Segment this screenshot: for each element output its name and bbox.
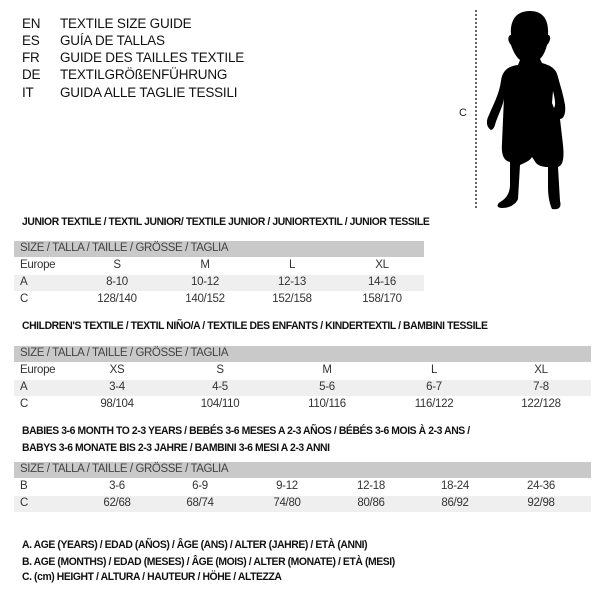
- table-cell: XL: [375, 259, 389, 271]
- lang-code: EN: [22, 16, 41, 31]
- table-header-label: SIZE / TALLA / TAILLE / GRÖSSE / TAGLIA: [20, 463, 229, 475]
- size-table: SIZE / TALLA / TAILLE / GRÖSSE / TAGLIA B…: [14, 462, 591, 512]
- height-measure-label: C: [459, 107, 467, 119]
- table-row: Europe XS S M L XL: [14, 363, 591, 379]
- lang-title: GUIDA ALLE TAGLIE TESSILI: [60, 85, 238, 100]
- size-table: SIZE / TALLA / TAILLE / GRÖSSE / TAGLIA E…: [14, 346, 591, 413]
- table-header-label: SIZE / TALLA / TAILLE / GRÖSSE / TAGLIA: [20, 347, 229, 359]
- table-cell: 128/140: [97, 293, 137, 305]
- table-cell: M: [322, 364, 332, 376]
- table-cell: 116/122: [414, 398, 454, 410]
- lang-title: GUÍA DE TALLAS: [60, 33, 165, 48]
- table-cell: 110/116: [308, 398, 346, 410]
- row-label: C: [20, 293, 29, 305]
- table-cell: 6-7: [426, 381, 442, 393]
- table-cell: 3-4: [109, 381, 125, 393]
- table-cell: 3-6: [109, 480, 125, 492]
- table-cell: XS: [109, 364, 125, 376]
- table-cell: M: [200, 259, 210, 271]
- table-cell: 68/74: [186, 497, 214, 509]
- row-label: Europe: [20, 259, 56, 271]
- table-row: B 3-6 6-9 9-12 12-18 18-24 24-36: [14, 479, 591, 495]
- table-cell: L: [288, 259, 296, 271]
- table-row: C 128/140 140/152 152/158 158/170: [14, 292, 424, 308]
- table-cell: 9-12: [276, 480, 298, 492]
- table-cell: XL: [534, 364, 548, 376]
- table-header: SIZE / TALLA / TAILLE / GRÖSSE / TAGLIA: [14, 241, 424, 257]
- row-label: B: [20, 480, 28, 492]
- lang-code: DE: [22, 67, 41, 82]
- table-cell: 80/86: [357, 497, 385, 509]
- size-table: SIZE / TALLA / TAILLE / GRÖSSE / TAGLIA E…: [14, 241, 424, 308]
- table-cell: 12-18: [357, 480, 385, 492]
- table-cell: 98/104: [100, 398, 134, 410]
- section-title: CHILDREN'S TEXTILE / TEXTIL NIÑO/A / TEX…: [22, 320, 488, 332]
- table-cell: 86/92: [441, 497, 469, 509]
- table-cell: 14-16: [368, 276, 396, 288]
- table-cell: 5-6: [319, 381, 335, 393]
- legend-item: A. AGE (YEARS) / EDAD (AÑOS) / ÂGE (ANS)…: [22, 539, 368, 551]
- table-header: SIZE / TALLA / TAILLE / GRÖSSE / TAGLIA: [14, 462, 591, 478]
- table-cell: 140/152: [185, 293, 225, 305]
- table-cell: 12-13: [278, 276, 306, 288]
- row-label: C: [20, 497, 29, 509]
- table-row: A 3-4 4-5 5-6 6-7 7-8: [14, 380, 591, 396]
- lang-code: FR: [22, 50, 40, 65]
- height-measure-line: [475, 10, 477, 208]
- lang-code: ES: [22, 33, 40, 48]
- section-title: BABYS 3-6 MONATE BIS 2-3 JAHRE / BAMBINI…: [22, 442, 330, 454]
- table-cell: 7-8: [533, 381, 549, 393]
- row-label: A: [20, 276, 28, 288]
- table-row: C 62/68 68/74 74/80 80/86 86/92 92/98: [14, 496, 591, 512]
- table-cell: 18-24: [441, 480, 469, 492]
- table-row: C 98/104 104/110 110/116 116/122 122/128: [14, 397, 591, 413]
- lang-title: GUIDE DES TAILLES TEXTILE: [60, 50, 245, 65]
- table-row: Europe S M L XL: [14, 258, 424, 274]
- table-cell: 8-10: [106, 276, 128, 288]
- section-title: BABIES 3-6 MONTH TO 2-3 YEARS / BEBÉS 3-…: [22, 425, 470, 437]
- row-label: Europe: [20, 364, 56, 376]
- table-cell: 4-5: [212, 381, 228, 393]
- lang-code: IT: [22, 85, 34, 100]
- table-cell: 10-12: [191, 276, 219, 288]
- table-cell: 24-36: [527, 480, 555, 492]
- lang-title: TEXTILGRÖßENFÜHRUNG: [60, 67, 228, 82]
- table-cell: 74/80: [273, 497, 301, 509]
- legend-item: B. AGE (MONTHS) / EDAD (MESES) / ÂGE (MO…: [22, 556, 395, 568]
- table-cell: S: [216, 364, 224, 376]
- section-title: JUNIOR TEXTILE / TEXTIL JUNIOR/ TEXTILE …: [22, 216, 430, 228]
- lang-title: TEXTILE SIZE GUIDE: [60, 16, 192, 31]
- table-cell: 152/158: [272, 293, 312, 305]
- table-header-label: SIZE / TALLA / TAILLE / GRÖSSE / TAGLIA: [20, 242, 229, 254]
- table-cell: 104/110: [200, 398, 240, 410]
- table-cell: 122/128: [521, 398, 561, 410]
- table-header: SIZE / TALLA / TAILLE / GRÖSSE / TAGLIA: [14, 346, 591, 362]
- legend-item: C. (cm) HEIGHT / ALTURA / HAUTEUR / HÖHE…: [22, 571, 282, 583]
- table-cell: 158/170: [362, 293, 402, 305]
- row-label: A: [20, 381, 28, 393]
- table-cell: 92/98: [527, 497, 555, 509]
- child-silhouette-icon: [486, 11, 566, 210]
- table-cell: 62/68: [103, 497, 131, 509]
- table-cell: L: [430, 364, 438, 376]
- row-label: C: [20, 398, 29, 410]
- table-cell: 6-9: [192, 480, 208, 492]
- table-cell: S: [113, 259, 121, 271]
- table-row: A 8-10 10-12 12-13 14-16: [14, 275, 424, 291]
